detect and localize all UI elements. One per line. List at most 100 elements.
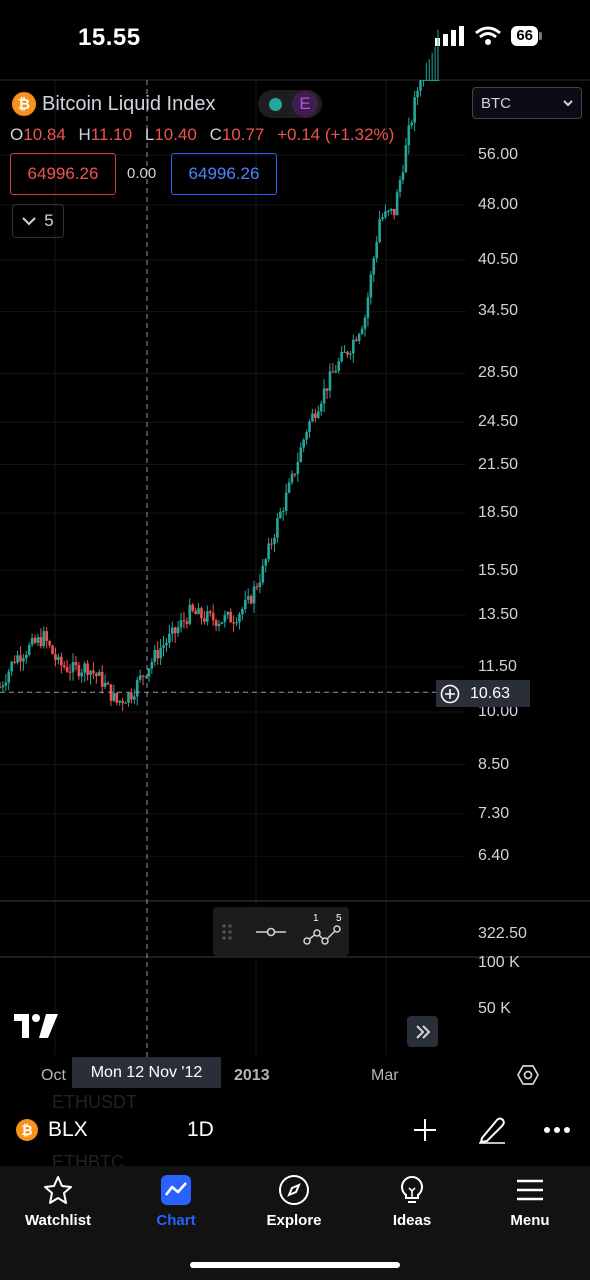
candle-body xyxy=(346,351,349,355)
buy-button[interactable]: 64996.26 xyxy=(171,153,277,195)
status-icons: 66 xyxy=(435,26,542,46)
candle-body xyxy=(276,518,279,538)
currency-select[interactable]: BTC xyxy=(472,87,582,119)
candle-body xyxy=(138,675,142,680)
scroll-to-latest-button[interactable] xyxy=(407,1016,438,1047)
candle-body xyxy=(159,647,162,659)
candle-body xyxy=(302,439,305,448)
market-status-pill[interactable]: E xyxy=(258,90,322,118)
price-chart[interactable] xyxy=(0,0,590,1100)
tab-menu[interactable]: Menu xyxy=(480,1174,580,1229)
candle-body xyxy=(168,633,171,643)
tab-ideas[interactable]: Ideas xyxy=(362,1174,462,1229)
add-icon[interactable] xyxy=(412,1117,438,1143)
current-price-tag[interactable]: 10.63 xyxy=(436,680,530,707)
candle-body xyxy=(156,649,159,659)
candle-body xyxy=(340,351,343,362)
candle-body xyxy=(220,622,224,624)
chart-settings-icon[interactable] xyxy=(516,1063,540,1087)
price-axis-label: 28.50 xyxy=(478,364,519,381)
tab-label: Chart xyxy=(156,1212,196,1229)
indicators-count: 5 xyxy=(44,211,54,230)
candle-body xyxy=(36,637,40,643)
interval-button[interactable]: 1D xyxy=(187,1118,214,1141)
candle-body xyxy=(284,492,288,511)
candle-body xyxy=(366,297,370,318)
candle-body xyxy=(33,637,37,643)
candle-body xyxy=(422,80,425,81)
candle-body xyxy=(375,242,378,259)
candle-body xyxy=(133,696,136,700)
add-alert-icon[interactable] xyxy=(440,684,460,704)
candle-body xyxy=(191,604,195,611)
change-value: +0.14 (+1.32%) xyxy=(277,125,395,144)
candle-body xyxy=(314,413,317,418)
candle-body xyxy=(264,559,268,566)
price-axis-label: 34.50 xyxy=(478,302,519,319)
candle-body xyxy=(352,339,355,354)
candle-body xyxy=(16,655,19,663)
candle-body xyxy=(401,172,405,181)
chevron-down-icon xyxy=(22,217,36,226)
candle-body xyxy=(1,685,5,688)
chart-icon xyxy=(161,1175,191,1205)
candle-body xyxy=(343,351,346,353)
candle-body xyxy=(206,611,209,622)
candle-body xyxy=(176,627,180,634)
candle-body xyxy=(322,388,326,404)
symbol-button[interactable]: ₿ BLX xyxy=(16,1118,88,1142)
candle-body xyxy=(217,623,221,627)
candle-body xyxy=(369,274,373,298)
horizontal-line-icon[interactable] xyxy=(255,925,287,939)
candle-body xyxy=(121,700,124,704)
candle-body xyxy=(331,371,335,373)
candle-body xyxy=(203,618,206,622)
battery-icon xyxy=(539,32,542,40)
candle-body xyxy=(270,543,273,545)
more-options-icon[interactable] xyxy=(543,1126,571,1134)
time-axis-label: Mar xyxy=(371,1067,399,1084)
sell-button[interactable]: 64996.26 xyxy=(10,153,116,195)
open-value: 10.84 xyxy=(23,125,66,144)
volume-axis-label: 50 K xyxy=(478,1000,511,1017)
line-tools-panel[interactable]: 1 5 xyxy=(213,907,349,956)
drawing-pen-icon[interactable] xyxy=(477,1114,507,1144)
current-price-value: 10.63 xyxy=(470,684,511,702)
wifi-icon xyxy=(475,26,502,45)
tool-label-end: 5 xyxy=(336,913,342,924)
low-label: L xyxy=(144,125,155,144)
price-axis-label: 13.50 xyxy=(478,606,519,623)
candle-body xyxy=(112,692,116,701)
candle-body xyxy=(258,582,262,588)
candle-body xyxy=(185,621,189,624)
tab-watchlist[interactable]: Watchlist xyxy=(8,1174,108,1229)
candle-body xyxy=(19,655,22,662)
candle-body xyxy=(86,663,89,675)
tab-explore[interactable]: Explore xyxy=(244,1174,344,1229)
candle-body xyxy=(162,645,165,648)
tradingview-logo-icon[interactable] xyxy=(14,1014,58,1038)
candle-body xyxy=(267,543,270,560)
candle-body xyxy=(71,662,75,673)
home-indicator xyxy=(190,1262,400,1268)
candle-body xyxy=(407,125,411,146)
candle-body xyxy=(144,676,148,678)
symbol-header[interactable]: ₿ Bitcoin Liquid Index xyxy=(12,92,215,116)
candle-body xyxy=(419,80,422,91)
indicators-toggle[interactable]: 5 xyxy=(12,204,64,238)
star-icon xyxy=(44,1176,72,1204)
candle-body xyxy=(425,80,428,81)
candle-body xyxy=(4,682,8,686)
close-label: C xyxy=(209,125,222,144)
drag-handle-icon[interactable] xyxy=(221,923,233,941)
candle-body xyxy=(416,90,419,98)
candle-body xyxy=(433,80,437,81)
candle-body xyxy=(130,693,133,700)
candle-body xyxy=(389,208,393,211)
candle-body xyxy=(48,640,51,646)
candle-body xyxy=(410,122,414,126)
market-open-dot-icon xyxy=(269,97,282,111)
polyline-icon[interactable] xyxy=(303,923,343,947)
tab-chart[interactable]: Chart xyxy=(126,1174,226,1229)
candle-body xyxy=(328,371,332,391)
